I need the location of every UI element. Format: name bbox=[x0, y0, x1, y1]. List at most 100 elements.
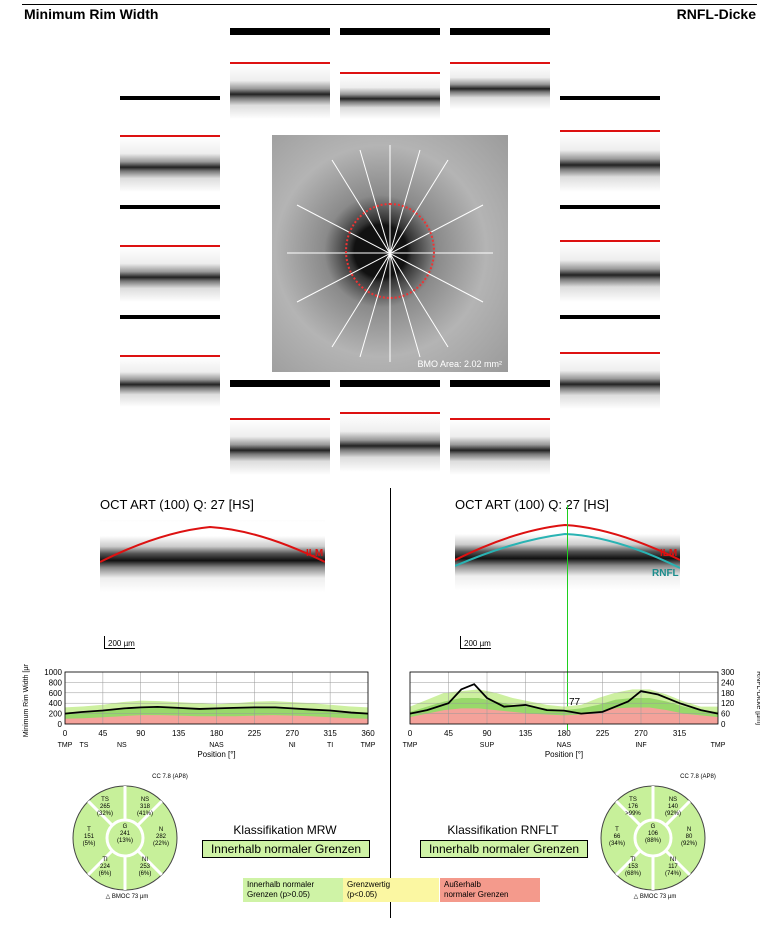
sector-ti-text: (68%) bbox=[625, 871, 641, 877]
x-tick-label: 270 bbox=[634, 729, 648, 738]
ilm-label: ILM bbox=[306, 548, 324, 559]
sector-g-text: 106 bbox=[648, 831, 659, 837]
scan-bar bbox=[560, 205, 660, 209]
bmo-outline bbox=[345, 203, 435, 299]
region-label: TMP bbox=[403, 742, 418, 749]
radial-scan-thumb[interactable] bbox=[230, 418, 330, 475]
radial-scan-thumb[interactable] bbox=[120, 245, 220, 302]
ilm-label: ILM bbox=[660, 548, 678, 559]
region-label: NI bbox=[289, 742, 296, 749]
region-label: INF bbox=[635, 742, 646, 749]
sector-g-text: 241 bbox=[120, 831, 131, 837]
sector-ts-text: >99% bbox=[625, 811, 641, 817]
sector-ti-text: TI bbox=[102, 857, 108, 863]
sector-ts-text: TS bbox=[101, 797, 109, 803]
region-label: TI bbox=[327, 742, 333, 749]
region-label: TS bbox=[79, 742, 88, 749]
radial-scan-thumb[interactable] bbox=[120, 355, 220, 407]
radial-scan-thumb[interactable] bbox=[560, 240, 660, 302]
radial-scan-thumb[interactable] bbox=[560, 352, 660, 409]
sector-divider bbox=[87, 800, 114, 827]
legend-outside-line2: normaler Grenzen bbox=[444, 890, 509, 899]
sector-ni-text: (74%) bbox=[665, 871, 681, 877]
radial-scan-thumb[interactable] bbox=[340, 412, 440, 472]
fundus-image[interactable]: BMO Area: 2.02 mm² bbox=[272, 135, 508, 372]
sector-t-text: T bbox=[615, 827, 619, 833]
sector-ns-text: (41%) bbox=[137, 811, 153, 817]
header-rule bbox=[22, 4, 757, 5]
legend-normal-line2: Grenzen (p>0.05) bbox=[247, 890, 310, 899]
radial-scan-thumb[interactable] bbox=[450, 62, 550, 109]
sector-ts-text: TS bbox=[629, 797, 637, 803]
x-tick-label: 225 bbox=[596, 729, 610, 738]
position-marker-line[interactable] bbox=[567, 505, 568, 730]
x-tick-label: 45 bbox=[444, 729, 453, 738]
sector-ti-text: (6%) bbox=[99, 871, 112, 877]
scale-bar: 200 µm bbox=[104, 636, 135, 649]
legend-normal: Innerhalb normaler Grenzen (p>0.05) bbox=[243, 878, 343, 902]
sector-divider bbox=[87, 849, 114, 876]
sector-t-text: 151 bbox=[84, 834, 95, 840]
y-tick-label: 1000 bbox=[44, 668, 62, 677]
sector-divider bbox=[664, 849, 691, 876]
radial-scan-thumb[interactable] bbox=[230, 62, 330, 119]
legend-outside-line1: Außerhalb bbox=[444, 880, 481, 889]
klass-mrw-title: Klassifikation MRW bbox=[233, 823, 337, 837]
radial-scan-thumb[interactable] bbox=[340, 72, 440, 119]
y-tick-label: 180 bbox=[721, 689, 735, 698]
x-tick-label: 45 bbox=[98, 729, 107, 738]
sector-ts-text: 265 bbox=[100, 804, 111, 810]
radial-scan-thumb[interactable] bbox=[450, 418, 550, 475]
oct-left-title: OCT ART (100) Q: 27 [HS] bbox=[100, 497, 254, 512]
x-tick-label: 0 bbox=[63, 729, 68, 738]
layer-curves bbox=[455, 523, 680, 569]
sector-ns-text: NS bbox=[669, 797, 677, 803]
y-tick-label: 600 bbox=[49, 689, 63, 698]
x-axis-label: Position [°] bbox=[197, 750, 235, 759]
legend-borderline-line2: (p<0.05) bbox=[347, 890, 378, 899]
x-tick-label: 360 bbox=[361, 729, 375, 738]
sector-n-text: (92%) bbox=[681, 841, 697, 847]
page-title-left: Minimum Rim Width bbox=[24, 6, 159, 22]
region-label: NS bbox=[117, 742, 127, 749]
oct-left-bscan[interactable] bbox=[100, 520, 325, 592]
radial-scan-thumb[interactable] bbox=[120, 135, 220, 192]
sector-ti-text: 153 bbox=[628, 864, 639, 870]
sector-ni-text: NI bbox=[670, 857, 676, 863]
sector-divider bbox=[136, 800, 163, 827]
legend-borderline: Grenzwertig (p<0.05) bbox=[343, 878, 439, 902]
region-label: TMP bbox=[58, 742, 73, 749]
y-tick-label: 0 bbox=[721, 720, 726, 729]
scan-bar bbox=[230, 380, 330, 387]
sector-t-text: (5%) bbox=[83, 841, 96, 847]
sector-ns-text: 318 bbox=[140, 804, 151, 810]
scan-bar bbox=[120, 96, 220, 100]
radial-scan-thumb[interactable] bbox=[560, 130, 660, 192]
sector-divider bbox=[136, 849, 163, 876]
klass-rnfl-result: Innerhalb normaler Grenzen bbox=[420, 840, 588, 858]
scan-bar bbox=[230, 28, 330, 35]
scan-bar bbox=[120, 315, 220, 319]
region-label: TMP bbox=[711, 742, 726, 749]
y-tick-label: 200 bbox=[49, 710, 63, 719]
klass-rnfl-title: Klassifikation RNFLT bbox=[447, 823, 559, 837]
sector-n-text: (22%) bbox=[153, 841, 169, 847]
sector-ns-text: 140 bbox=[668, 804, 679, 810]
legend-outside: Außerhalb normaler Grenzen bbox=[440, 878, 540, 902]
x-axis-label: Position [°] bbox=[545, 750, 583, 759]
scan-bar bbox=[560, 315, 660, 319]
plot-frame bbox=[64, 671, 369, 725]
sector-t-text: T bbox=[87, 827, 91, 833]
y-axis-label: Minimum Rim Width [µm] bbox=[23, 664, 30, 737]
section-divider bbox=[390, 488, 391, 918]
x-tick-label: 135 bbox=[519, 729, 533, 738]
y-tick-label: 0 bbox=[58, 720, 63, 729]
marker-value-label: 77 bbox=[569, 697, 581, 708]
region-label: SUP bbox=[480, 742, 495, 749]
sector-g-text: (13%) bbox=[117, 838, 133, 844]
sector-ti-text: TI bbox=[630, 857, 636, 863]
sector-ns-text: NS bbox=[141, 797, 149, 803]
sector-n-text: 282 bbox=[156, 834, 167, 840]
bmo-area-label: BMO Area: 2.02 mm² bbox=[417, 359, 502, 369]
